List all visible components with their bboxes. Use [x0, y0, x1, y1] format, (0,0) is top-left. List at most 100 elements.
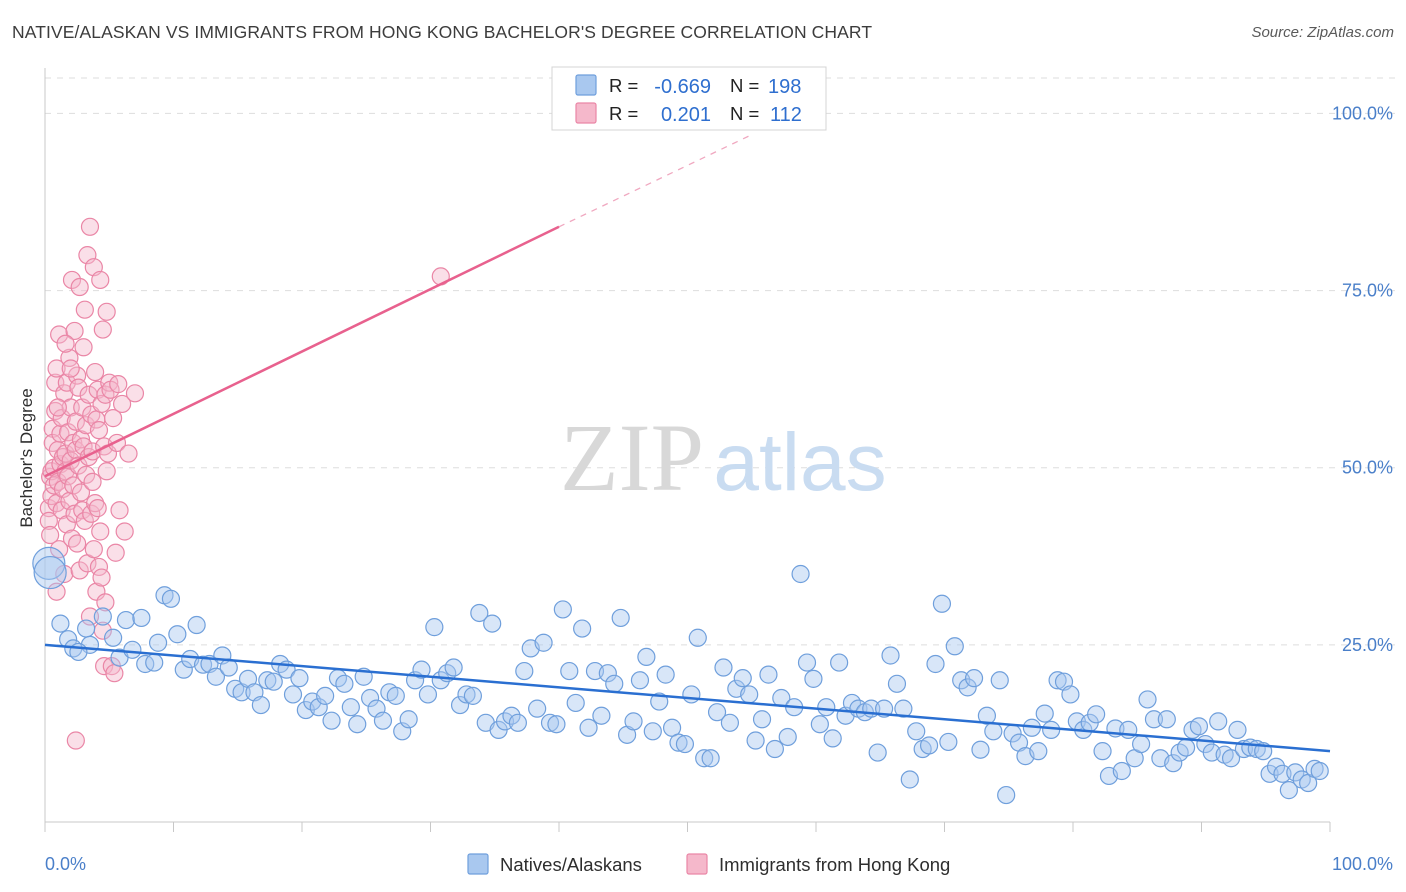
data-point-natives: [553, 600, 572, 619]
data-point-natives: [457, 685, 476, 704]
data-point-natives: [148, 633, 168, 652]
y-tick-label: 50.0%: [1342, 458, 1393, 478]
data-point-immigrants: [96, 593, 115, 612]
data-point-natives: [1138, 690, 1157, 709]
legend-r-value-immigrants: 0.201: [661, 104, 711, 126]
data-point-natives: [752, 710, 772, 729]
data-point-natives: [418, 685, 438, 704]
data-point-natives: [650, 692, 669, 711]
data-point-immigrants: [80, 607, 100, 626]
chart-title: NATIVE/ALASKAN VS IMMIGRANTS FROM HONG K…: [12, 22, 873, 42]
data-point-natives: [283, 685, 303, 704]
data-point-natives: [450, 695, 470, 715]
data-point-immigrants: [70, 561, 89, 580]
bottom-legend: Natives/Alaskans Immigrants from Hong Ko…: [467, 853, 950, 875]
data-point-immigrants: [71, 483, 91, 502]
data-point-natives: [624, 712, 643, 731]
chart-source: Source: ZipAtlas.com: [1251, 24, 1394, 41]
data-point-natives: [174, 660, 193, 679]
legend-swatch-immigrants: [575, 102, 597, 124]
data-point-immigrants: [74, 338, 93, 357]
trend-line-immigrants: [44, 225, 560, 478]
data-point-natives: [707, 703, 727, 722]
data-point-natives: [136, 654, 155, 674]
grid: [45, 77, 1395, 646]
data-point-natives: [669, 733, 688, 752]
data-point-immigrants: [104, 409, 123, 428]
data-point-immigrants: [57, 373, 76, 392]
data-point-natives: [656, 665, 675, 684]
data-point-immigrants: [77, 465, 96, 484]
data-point-natives: [502, 706, 521, 725]
data-point-immigrants: [86, 362, 105, 382]
watermark: ZIP atlas: [560, 404, 887, 511]
data-point-immigrants: [92, 568, 111, 587]
data-point-natives: [33, 555, 67, 590]
data-point-natives: [1144, 710, 1164, 729]
data-point-natives: [945, 637, 964, 656]
data-point-immigrants: [39, 511, 58, 530]
data-point-natives: [740, 685, 759, 704]
data-point-natives: [399, 710, 418, 729]
data-point-natives: [116, 610, 136, 630]
legend-n-label-natives: N =: [730, 75, 759, 96]
data-point-natives: [701, 749, 720, 768]
data-point-natives: [573, 619, 592, 638]
data-point-immigrants: [125, 384, 145, 403]
data-point-natives: [322, 711, 341, 730]
data-point-natives: [611, 608, 630, 628]
bottom-legend-swatch-immigrants: [686, 853, 708, 875]
data-point-natives: [926, 654, 945, 674]
data-point-natives: [1176, 738, 1196, 757]
data-point-immigrants: [84, 540, 103, 559]
data-point-natives: [104, 628, 123, 647]
data-point-natives: [1048, 671, 1067, 690]
data-point-natives: [547, 715, 566, 734]
data-point-natives: [804, 669, 823, 688]
data-point-natives: [1260, 764, 1279, 783]
data-point-immigrants: [50, 540, 69, 559]
data-point-natives: [77, 619, 96, 638]
data-point-natives: [1279, 781, 1298, 800]
trend-line-immigrants-extension: [558, 134, 753, 228]
data-point-natives: [630, 671, 650, 690]
data-point-immigrants: [89, 421, 109, 440]
data-point-natives: [1035, 704, 1054, 723]
data-point-natives: [682, 685, 701, 704]
data-point-natives: [566, 693, 585, 713]
data-point-immigrants: [62, 270, 82, 290]
data-point-immigrants: [97, 302, 116, 321]
data-point-natives: [759, 665, 778, 684]
data-point-natives: [791, 564, 810, 584]
data-point-immigrants: [64, 476, 83, 495]
data-point-natives: [264, 672, 283, 691]
data-point-natives: [316, 686, 335, 705]
data-point-natives: [145, 653, 164, 672]
data-point-immigrants: [69, 378, 88, 397]
data-point-natives: [830, 653, 849, 672]
data-point-natives: [971, 740, 990, 759]
data-point-natives: [463, 686, 483, 705]
data-point-immigrants: [74, 437, 93, 456]
data-point-natives: [540, 713, 560, 732]
data-point-natives: [560, 661, 579, 681]
data-point-immigrants: [91, 270, 110, 290]
data-point-natives: [1221, 749, 1241, 768]
data-point-immigrants: [71, 430, 91, 449]
data-point-natives: [881, 646, 900, 665]
data-point-immigrants: [47, 582, 66, 601]
data-point-immigrants: [88, 499, 107, 518]
data-point-natives: [746, 731, 765, 750]
data-point-immigrants: [75, 300, 94, 319]
legend-n-value-natives: 198: [768, 76, 801, 98]
data-point-natives: [778, 727, 797, 747]
data-point-immigrants: [112, 394, 132, 414]
data-point-natives: [990, 671, 1009, 690]
data-point-natives: [817, 698, 836, 717]
data-point-natives: [894, 699, 913, 718]
data-point-natives: [1087, 705, 1106, 724]
data-point-immigrants: [109, 375, 128, 394]
y-tick-label: 25.0%: [1342, 635, 1393, 655]
data-point-immigrants: [110, 501, 129, 520]
